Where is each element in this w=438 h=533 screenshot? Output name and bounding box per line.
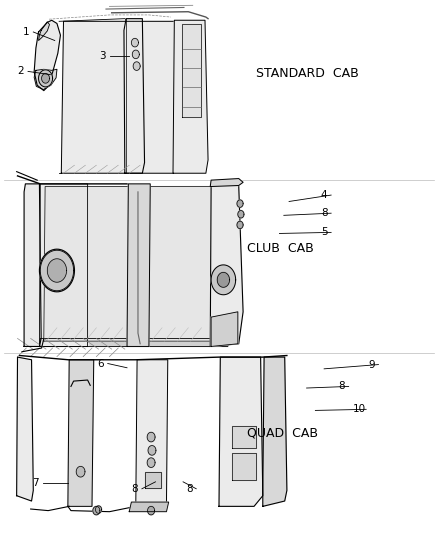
Polygon shape — [145, 472, 161, 488]
Polygon shape — [44, 187, 216, 341]
Text: 6: 6 — [97, 359, 104, 368]
Polygon shape — [17, 357, 33, 501]
Text: 2: 2 — [18, 67, 25, 76]
Polygon shape — [124, 19, 145, 173]
Text: 9: 9 — [368, 360, 375, 369]
Polygon shape — [148, 506, 155, 515]
Polygon shape — [39, 184, 88, 346]
Polygon shape — [136, 360, 168, 506]
Polygon shape — [182, 24, 201, 117]
Polygon shape — [210, 179, 243, 187]
Polygon shape — [237, 200, 243, 207]
Text: 7: 7 — [32, 478, 39, 488]
Polygon shape — [133, 62, 140, 70]
Text: STANDARD  CAB: STANDARD CAB — [256, 67, 359, 80]
Polygon shape — [147, 432, 155, 442]
Polygon shape — [132, 50, 139, 59]
Polygon shape — [232, 453, 256, 480]
Polygon shape — [61, 21, 188, 173]
Text: 8: 8 — [321, 208, 328, 218]
Text: QUAD  CAB: QUAD CAB — [247, 426, 318, 439]
Text: 10: 10 — [353, 405, 366, 414]
Text: 8: 8 — [131, 484, 138, 494]
Polygon shape — [42, 74, 49, 83]
Polygon shape — [68, 360, 94, 506]
Text: 5: 5 — [321, 228, 328, 237]
Polygon shape — [34, 69, 57, 90]
Polygon shape — [34, 20, 60, 91]
Text: 8: 8 — [338, 382, 345, 391]
Text: 8: 8 — [186, 484, 193, 494]
Polygon shape — [147, 458, 155, 467]
Polygon shape — [211, 312, 238, 346]
Polygon shape — [173, 20, 208, 173]
Polygon shape — [131, 38, 138, 47]
Text: 4: 4 — [321, 190, 328, 200]
Polygon shape — [129, 502, 169, 512]
Polygon shape — [39, 338, 230, 346]
Text: CLUB  CAB: CLUB CAB — [247, 242, 314, 255]
Polygon shape — [210, 185, 243, 346]
Polygon shape — [95, 506, 102, 513]
Polygon shape — [24, 184, 41, 346]
Polygon shape — [127, 184, 150, 346]
Polygon shape — [76, 466, 85, 477]
Polygon shape — [148, 446, 156, 455]
Polygon shape — [39, 22, 49, 41]
Polygon shape — [47, 259, 67, 282]
Polygon shape — [237, 221, 243, 229]
Polygon shape — [217, 272, 230, 287]
Polygon shape — [238, 211, 244, 218]
Text: 3: 3 — [99, 51, 106, 61]
Polygon shape — [39, 249, 74, 292]
Text: 1: 1 — [23, 27, 30, 37]
Polygon shape — [263, 357, 287, 506]
Polygon shape — [232, 426, 256, 448]
Polygon shape — [219, 357, 263, 506]
Polygon shape — [93, 506, 100, 515]
Polygon shape — [211, 265, 236, 295]
Polygon shape — [39, 70, 53, 87]
